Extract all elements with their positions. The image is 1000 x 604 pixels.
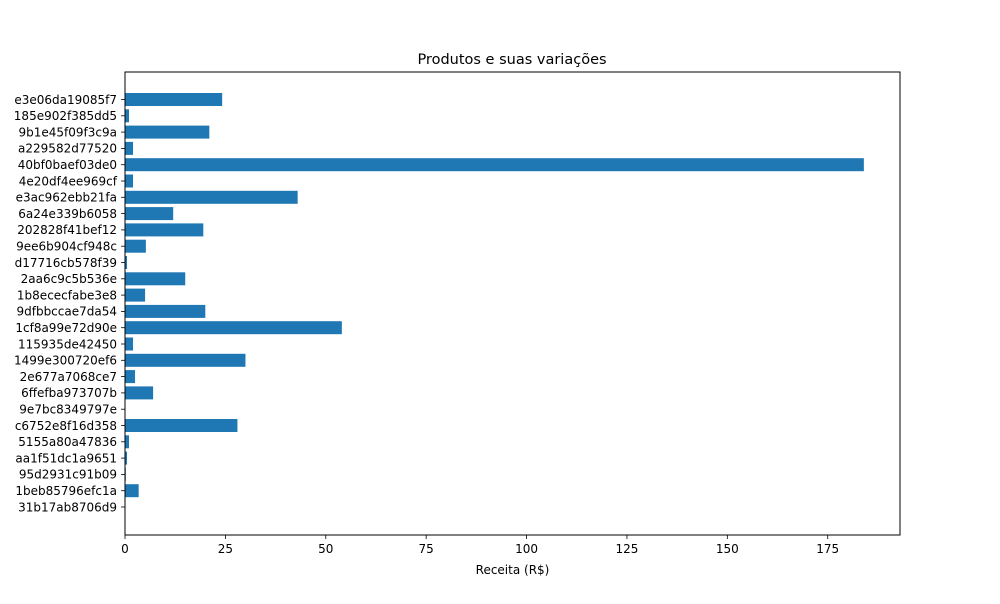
bars-group — [125, 93, 864, 498]
plot-frame — [124, 71, 901, 536]
y-tick-label: 1cf8a99e72d90e — [15, 321, 117, 335]
bar — [125, 353, 246, 367]
y-tick-label: 95d2931c91b09 — [19, 468, 117, 482]
bar — [125, 435, 130, 449]
bar — [125, 304, 206, 318]
x-tick-label: 175 — [816, 542, 839, 556]
bar — [125, 223, 204, 237]
y-tick-label: a229582d77520 — [18, 142, 117, 156]
y-tick-label: 9dfbbccae7da54 — [16, 305, 117, 319]
y-tick-label: aa1f51dc1a9651 — [15, 451, 117, 465]
y-tick-label: e3ac962ebb21fa — [16, 191, 117, 205]
y-tick-label: e3e06da19085f7 — [14, 93, 117, 107]
x-tick-label: 100 — [515, 542, 538, 556]
bar — [125, 174, 134, 188]
y-tick-label: 202828f41bef12 — [17, 223, 117, 237]
y-tick-label: 1beb85796efc1a — [15, 484, 117, 498]
y-tick-label: 40bf0baef03de0 — [18, 158, 117, 172]
y-tick-label: 2e677a7068ce7 — [20, 370, 117, 384]
y-tick-label: 4e20df4ee969cf — [19, 174, 118, 188]
bar — [125, 93, 223, 106]
x-tick-label: 25 — [218, 542, 233, 556]
y-tick-label: 9ee6b904cf948c — [16, 240, 117, 254]
y-tick-label: 9b1e45f09f3c9a — [19, 125, 117, 139]
x-tick-label: 75 — [419, 542, 434, 556]
bar — [125, 370, 136, 384]
bar — [125, 190, 298, 204]
bar — [125, 109, 130, 123]
y-tick-label: 9e7bc8349797e — [19, 403, 117, 417]
chart-title: Produtos e suas variações — [417, 52, 606, 68]
bar — [125, 451, 128, 465]
bar — [125, 484, 139, 498]
x-axis: 0 25 50 75 100 125 150 175 — [121, 535, 839, 556]
y-tick-label: 1b8ececfabe3e8 — [17, 288, 117, 302]
bar — [125, 141, 134, 155]
x-tick-label: 125 — [615, 542, 638, 556]
x-axis-title: Receita (R$) — [476, 563, 550, 577]
y-tick-label: 2aa6c9c5b536e — [21, 272, 117, 286]
y-tick-label: c6752e8f16d358 — [15, 419, 117, 433]
bar — [125, 321, 342, 335]
x-tick-label: 0 — [121, 542, 129, 556]
bar — [125, 337, 134, 351]
y-tick-label: 115935de42450 — [18, 337, 117, 351]
y-tick-label: 31b17ab8706d9 — [18, 500, 117, 514]
bar — [125, 239, 146, 253]
y-tick-label: 5155a80a47836 — [18, 435, 117, 449]
y-tick-label: d17716cb578f39 — [15, 256, 117, 270]
y-tick-label: 6ffefba973707b — [21, 386, 117, 400]
bar — [125, 207, 174, 221]
bar — [125, 419, 238, 432]
x-tick-label: 50 — [318, 542, 333, 556]
y-tick-label: 6a24e339b6058 — [18, 207, 117, 221]
bar — [125, 256, 128, 269]
y-axis: 31b17ab8706d9 1beb85796efc1a 95d2931c91b09… — [14, 93, 125, 514]
bar — [125, 125, 210, 139]
bar — [125, 288, 146, 302]
bar — [125, 272, 186, 286]
bar — [125, 158, 864, 172]
x-tick-label: 150 — [716, 542, 739, 556]
y-tick-label: 1499e300720ef6 — [14, 354, 117, 368]
y-tick-label: 185e902f385dd5 — [14, 109, 117, 123]
bar — [125, 386, 154, 400]
